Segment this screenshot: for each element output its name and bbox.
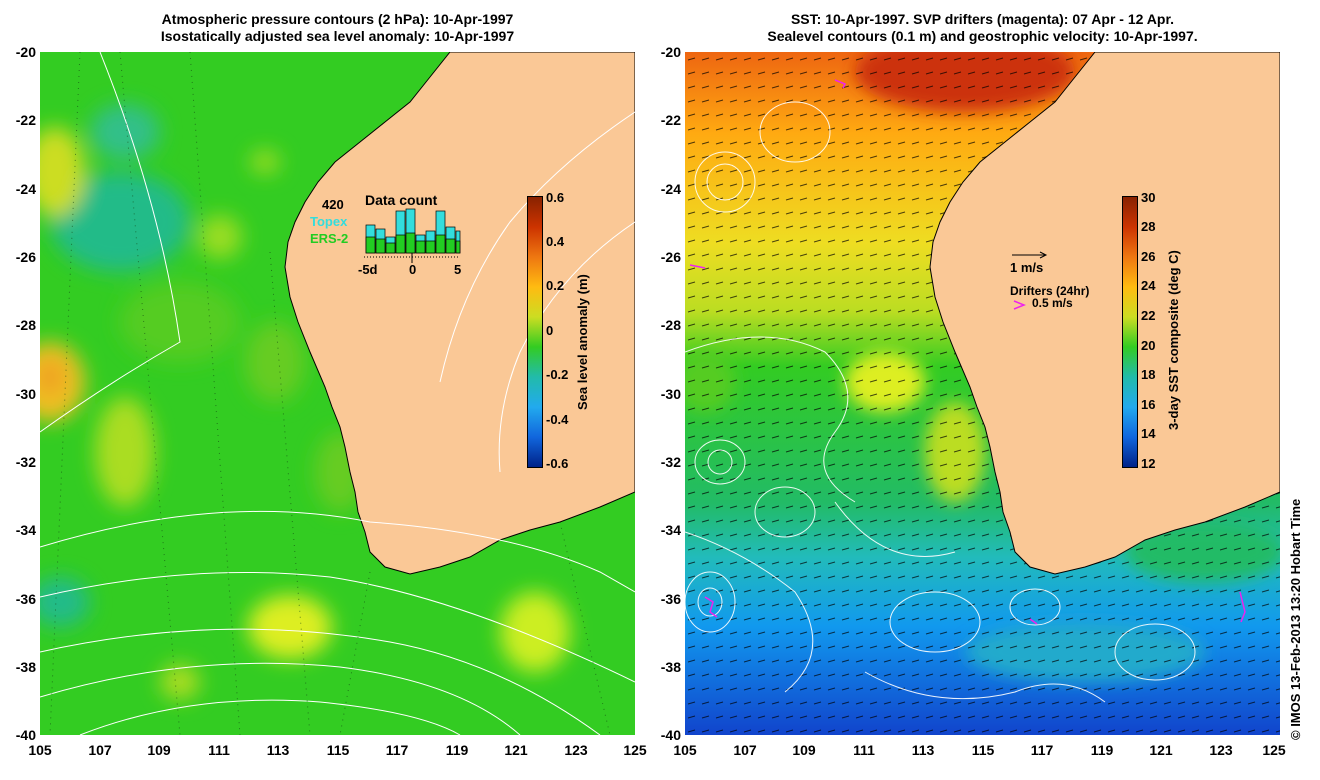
inset-total: 420 bbox=[322, 197, 344, 212]
vector-scale-label: 1 m/s bbox=[1010, 260, 1044, 275]
left-xtick: 111 bbox=[208, 742, 230, 758]
sea-level-colorbar-label: Sea level anomaly (m) bbox=[575, 274, 590, 410]
inset-title: Data count bbox=[365, 192, 438, 208]
left-ytick: -32 bbox=[15, 454, 36, 470]
right-xtick: 119 bbox=[1090, 742, 1114, 758]
right-xtick: 123 bbox=[1209, 742, 1233, 758]
drifter-legend-title: Drifters (24hr) bbox=[1010, 284, 1090, 298]
credit-text: © IMOS 13-Feb-2013 13:20 Hobart Time bbox=[1288, 498, 1303, 740]
sst-map bbox=[685, 52, 1280, 735]
left-ytick: -36 bbox=[15, 591, 36, 607]
left-xtick: 125 bbox=[623, 742, 647, 758]
inset-x-label-mid: 0 bbox=[409, 262, 417, 277]
left-xtick: 107 bbox=[88, 742, 112, 758]
cb-tick: 0.6 bbox=[546, 190, 565, 205]
satellite-tracks bbox=[49, 52, 611, 735]
cb-tick: -0.4 bbox=[546, 412, 569, 427]
inset-x-label-left: -5d bbox=[358, 262, 378, 277]
left-title-line1: Atmospheric pressure contours (2 hPa): 1… bbox=[161, 11, 514, 27]
left-ytick: -34 bbox=[15, 522, 36, 538]
left-xtick: 119 bbox=[445, 742, 469, 758]
pressure-contours bbox=[40, 52, 635, 735]
data-count-histogram bbox=[364, 208, 461, 263]
right-xtick: 125 bbox=[1262, 742, 1286, 758]
right-xtick: 115 bbox=[971, 742, 995, 758]
sst-cb-tick: 28 bbox=[1141, 219, 1156, 234]
right-ytick: -26 bbox=[660, 249, 681, 265]
australia-land bbox=[284, 52, 635, 575]
right-ytick: -34 bbox=[660, 522, 681, 538]
right-ytick: -20 bbox=[660, 44, 681, 60]
left-xtick: 117 bbox=[385, 742, 409, 758]
right-ytick: -30 bbox=[660, 386, 681, 402]
australia-land-sst bbox=[929, 52, 1280, 575]
right-title-line2: Sealevel contours (0.1 m) and geostrophi… bbox=[767, 28, 1198, 44]
left-xtick: 115 bbox=[326, 742, 350, 758]
left-ytick: -26 bbox=[15, 249, 36, 265]
left-ytick: -40 bbox=[15, 727, 36, 743]
right-title-line1: SST: 10-Apr-1997. SVP drifters (magenta)… bbox=[790, 11, 1175, 27]
sealevel-contours bbox=[685, 101, 1196, 703]
left-ytick: -30 bbox=[15, 386, 36, 402]
sst-cb-tick: 24 bbox=[1141, 278, 1156, 293]
cb-tick: 0.2 bbox=[546, 278, 565, 293]
sst-cb-tick: 22 bbox=[1141, 308, 1156, 323]
left-ytick: -20 bbox=[15, 44, 36, 60]
sst-cb-tick: 30 bbox=[1141, 190, 1156, 205]
left-xtick: 109 bbox=[147, 742, 171, 758]
right-xtick: 111 bbox=[853, 742, 875, 758]
right-ytick: -36 bbox=[660, 591, 681, 607]
inset-series1-label: Topex bbox=[310, 214, 348, 229]
right-xtick: 121 bbox=[1149, 742, 1173, 758]
histogram-bars bbox=[365, 208, 461, 254]
inset-x-label-right: 5 bbox=[454, 262, 462, 277]
right-ytick: -28 bbox=[660, 317, 681, 333]
left-ytick: -38 bbox=[15, 659, 36, 675]
cb-tick: -0.2 bbox=[546, 367, 569, 382]
sst-colorbar bbox=[1122, 196, 1138, 468]
sst-cb-tick: 18 bbox=[1141, 367, 1156, 382]
sst-cb-tick: 16 bbox=[1141, 397, 1156, 412]
inset-series2-label: ERS-2 bbox=[310, 231, 349, 246]
left-ytick: -28 bbox=[15, 317, 36, 333]
left-xtick: 123 bbox=[564, 742, 588, 758]
right-ytick: -32 bbox=[660, 454, 681, 470]
cb-tick: 0.4 bbox=[546, 234, 565, 249]
anomaly-patches bbox=[40, 104, 570, 700]
right-xtick: 105 bbox=[673, 742, 697, 758]
left-ytick: -24 bbox=[15, 181, 36, 197]
right-xtick: 117 bbox=[1030, 742, 1054, 758]
drifter-scale-label: 0.5 m/s bbox=[1032, 296, 1073, 310]
cb-tick: -0.6 bbox=[546, 456, 569, 471]
right-ytick: -38 bbox=[660, 659, 681, 675]
left-xtick: 121 bbox=[504, 742, 528, 758]
left-map[interactable]: 420 Topex ERS-2 Data count bbox=[40, 52, 635, 735]
left-title-line2: Isostatically adjusted sea level anomaly… bbox=[160, 28, 515, 44]
right-xtick: 107 bbox=[733, 742, 757, 758]
right-xtick: 113 bbox=[911, 742, 935, 758]
right-map[interactable]: 1 m/s Drifters (24hr) 0.5 m/s bbox=[685, 52, 1280, 735]
right-ytick: -22 bbox=[660, 112, 681, 128]
left-xtick: 105 bbox=[28, 742, 52, 758]
sea-level-colorbar bbox=[527, 196, 543, 468]
cb-tick: 0 bbox=[546, 323, 554, 338]
drifter-tracks bbox=[689, 79, 1246, 625]
drifter-scale-arrow bbox=[1013, 300, 1027, 310]
right-ytick: -40 bbox=[660, 727, 681, 743]
left-xtick: 113 bbox=[266, 742, 290, 758]
sea-level-anomaly-map bbox=[40, 52, 635, 735]
left-ytick: -22 bbox=[15, 112, 36, 128]
sst-cb-tick: 26 bbox=[1141, 249, 1156, 264]
vector-scale-arrow bbox=[1012, 251, 1048, 259]
sst-cb-tick: 20 bbox=[1141, 338, 1156, 353]
sst-colorbar-label: 3-day SST composite (deg C) bbox=[1166, 250, 1181, 430]
sst-cb-tick: 12 bbox=[1141, 456, 1156, 471]
right-xtick: 109 bbox=[792, 742, 816, 758]
sst-cb-tick: 14 bbox=[1141, 426, 1156, 441]
right-ytick: -24 bbox=[660, 181, 681, 197]
